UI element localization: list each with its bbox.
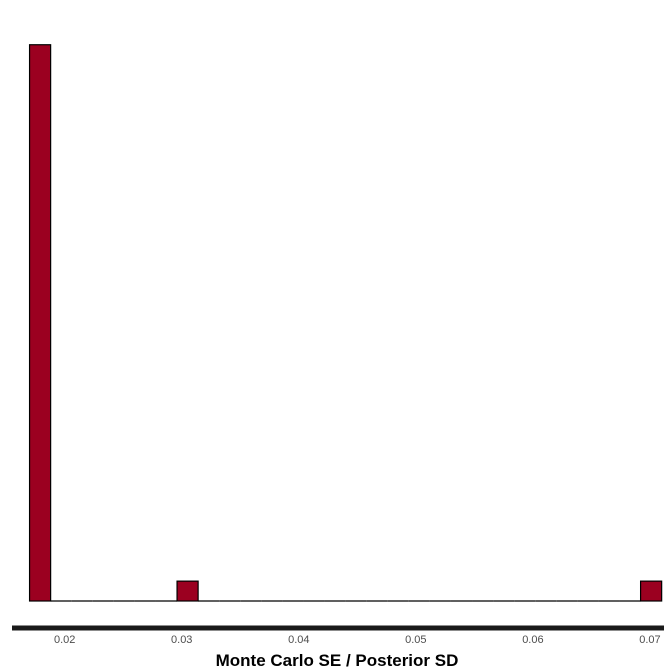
x-tick-label: 0.05: [405, 634, 426, 646]
x-tick-label: 0.07: [639, 634, 660, 646]
x-tick-label: 0.03: [171, 634, 192, 646]
bars-layer: [28, 44, 663, 602]
x-axis: 0.02 0.03 0.04 0.05 0.06 0.07: [12, 625, 664, 646]
x-tick-label: 0.04: [288, 634, 309, 646]
x-tick-label: 0.02: [54, 634, 75, 646]
x-axis-title: Monte Carlo SE / Posterior SD: [216, 651, 459, 670]
histogram-bar-0: [28, 44, 52, 602]
x-tick-label: 0.06: [522, 634, 543, 646]
histogram-bar-29: [639, 580, 663, 602]
histogram-bar-7: [176, 580, 199, 602]
